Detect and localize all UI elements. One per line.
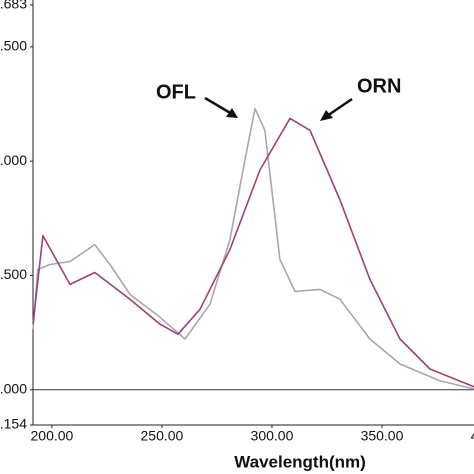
line-series (32, 107, 474, 390)
arrow (204, 96, 233, 116)
arrow (326, 97, 353, 118)
x-tick-label: 350.00 (361, 428, 404, 444)
line-series (32, 117, 474, 388)
x-tick-label: 400.00 (471, 428, 474, 444)
annotation: ORN (357, 75, 401, 97)
arrow-head (226, 108, 238, 118)
y-tick-label: 1.500 (0, 38, 27, 54)
x-axis-label: Wavelength(nm) (234, 452, 366, 471)
x-tick-label: 200.00 (31, 428, 74, 444)
y-tick-label: -0.154 (0, 416, 27, 432)
x-tick-label: 300.00 (251, 428, 294, 444)
y-tick-label: 0.500 (0, 266, 27, 282)
y-tick-label: 1.683 (0, 0, 27, 12)
y-tick-label: 0.000 (0, 380, 27, 396)
x-tick-label: 250.00 (141, 428, 184, 444)
y-tick-label: 1.000 (0, 152, 27, 168)
annotation: OFL (156, 81, 196, 103)
arrow-head (320, 110, 333, 121)
